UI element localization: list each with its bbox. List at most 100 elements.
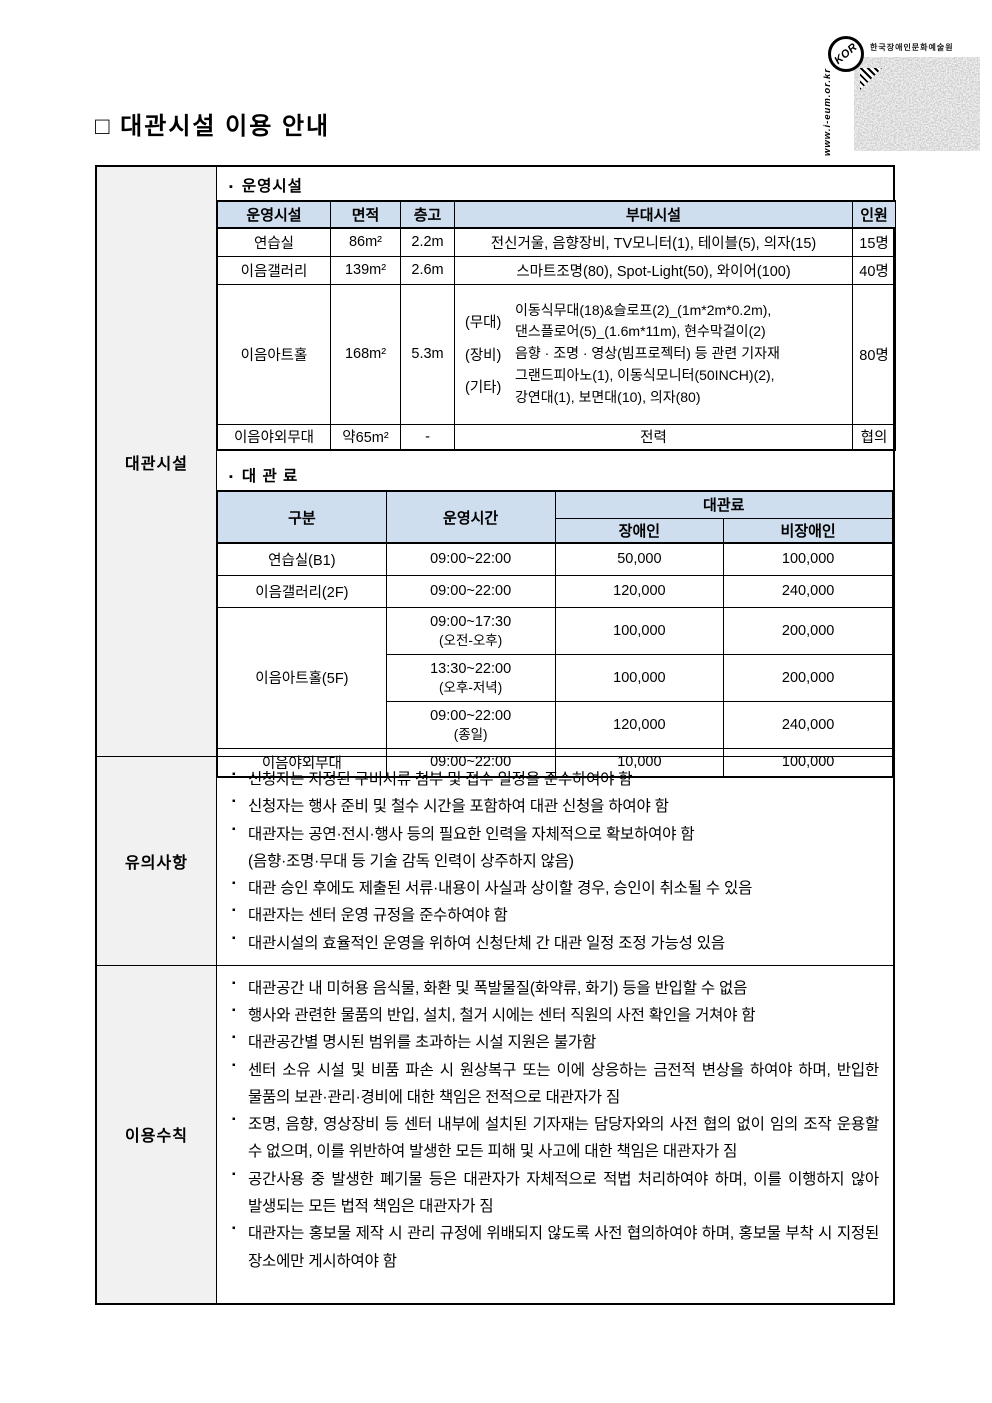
fee-row: 09:00~22:00 (종일) 120,000 240,000 xyxy=(218,700,893,749)
height-cell: - xyxy=(400,423,455,451)
amenity-group-text: 이동식무대(18)&슬로프(2)_(1m*2m*0.2m), 댄스플로어(5)_(… xyxy=(515,300,771,343)
col-header-time: 운영시간 xyxy=(385,490,556,544)
capacity-cell: 80명 xyxy=(852,283,896,425)
section-rules-content: ▪ 대관공간 내 미허용 음식물, 화환 및 폭발물질(화약류, 화기) 등을 반… xyxy=(217,966,893,1303)
height-cell: 2.6m xyxy=(400,255,455,285)
bullet-icon: ▪ xyxy=(232,1223,236,1235)
amenity-group-text: 그랜드피아노(1), 이동식모니터(50INCH)(2), 강연대(1), 보면대… xyxy=(515,365,775,408)
list-item: ▪ 대관시설의 효율적인 운영을 위하여 신청단체 간 대관 일정 조정 가능성 … xyxy=(231,930,879,957)
list-item-text: 센터 소유 시설 및 비품 파손 시 원상복구 또는 이에 상응하는 금전적 변… xyxy=(248,1061,879,1106)
fee-row: 이음갤러리(2F) 09:00~22:00 120,000 240,000 xyxy=(217,574,893,608)
list-item: ▪ 신청자는 지정된 구비서류 첨부 및 접수 일정을 준수하여야 함 xyxy=(231,766,879,793)
list-item: ▪ 대관공간 내 미허용 음식물, 화환 및 폭발물질(화약류, 화기) 등을 반… xyxy=(231,975,879,1002)
col-header-amenities: 부대시설 xyxy=(454,200,853,229)
fee-row: 이음야외무대 09:00~22:00 10,000 100,000 xyxy=(217,747,893,778)
amenity-group-text: 음향 · 조명 · 영상(빔프로젝터) 등 관련 기자재 xyxy=(515,343,780,365)
fee-time-cell: 09:00~17:30 (오전-오후) xyxy=(385,606,556,655)
bullet-icon: ▪ xyxy=(232,1114,236,1126)
col-header-height: 층고 xyxy=(400,200,455,229)
list-item-text: 대관공간별 명시된 범위를 초과하는 시설 지원은 불가함 xyxy=(248,1034,597,1052)
fee-general-cell: 240,000 xyxy=(723,700,893,749)
fee-category-cell: 이음야외무대 xyxy=(217,747,387,778)
amenities-cell: (무대) 이동식무대(18)&슬로프(2)_(1m*2m*0.2m), 댄스플로어(… xyxy=(454,283,853,425)
amenities-cell: 전신거울, 음향장비, TV모니터(1), 테이블(5), 의자(15) xyxy=(454,227,853,257)
time-main: 13:30~22:00 xyxy=(430,660,512,677)
fee-time-cell: 09:00~22:00 (종일) xyxy=(385,700,556,749)
section-facility-label: 대관시설 xyxy=(97,167,217,756)
bullet-icon: ▪ xyxy=(232,1168,236,1180)
fee-header-row-1: 구분 운영시간 대관료 xyxy=(217,490,893,544)
operating-header-row: 운영시설 면적 층고 부대시설 인원 xyxy=(217,200,896,229)
height-cell: 2.2m xyxy=(400,227,455,257)
col-header-disabled: 장애인 xyxy=(554,517,725,544)
bullet-icon: ▪ xyxy=(232,905,236,917)
operating-table: 운영시설 면적 층고 부대시설 인원 연습실 86m² 2.2m 전신거울, 음향장비… xyxy=(217,200,896,451)
list-item-text: 대관공간 내 미허용 음식물, 화환 및 폭발물질(화약류, 화기) 등을 반입… xyxy=(248,979,748,997)
list-item-text: 대관시설의 효율적인 운영을 위하여 신청단체 간 대관 일정 조정 가능성 있… xyxy=(248,934,725,952)
amenity-group-label: (장비) xyxy=(465,347,502,364)
list-item: ▪ 대관자는 공연·전시·행사 등의 필요한 인력을 자체적으로 확보하여야 함 (… xyxy=(231,821,879,876)
height-cell: 5.3m xyxy=(400,283,455,425)
amenities-cell: 전력 xyxy=(454,423,853,451)
list-item: ▪ 행사와 관련한 물품의 반입, 설치, 철거 시에는 센터 직원의 사전 확인… xyxy=(231,1002,879,1029)
operating-row: 이음갤러리 139m² 2.6m 스마트조명(80), Spot-Light(50),… xyxy=(217,255,896,285)
list-item-text: 신청자는 행사 준비 및 철수 시간을 포함하여 대관 신청을 하여야 함 xyxy=(248,798,669,816)
list-item-text: 대관자는 공연·전시·행사 등의 필요한 인력을 자체적으로 확보하여야 함 xyxy=(248,825,695,843)
fee-row: 연습실(B1) 09:00~22:00 50,000 100,000 xyxy=(217,542,893,576)
list-item: ▪ 공간사용 중 발생한 폐기물 등은 대관자가 자체적으로 적법 처리하여야 하… xyxy=(231,1166,879,1221)
fee-table-body: 연습실(B1) 09:00~22:00 50,000 100,000 이음갤러리(2F)… xyxy=(217,542,893,778)
bullet-icon: ▪ xyxy=(232,977,236,989)
list-item-text: 대관 승인 후에도 제출된 서류·내용이 사실과 상이할 경우, 승인이 취소될… xyxy=(248,880,753,898)
list-item-text: 조명, 음향, 영상장비 등 센터 내부에 설치된 기자재는 담당자와의 사전 … xyxy=(248,1116,879,1161)
operating-table-body: 연습실 86m² 2.2m 전신거울, 음향장비, TV모니터(1), 테이블(5),… xyxy=(217,227,896,451)
list-item: ▪ 신청자는 행사 준비 및 철수 시간을 포함하여 대관 신청을 하여야 함 xyxy=(231,793,879,820)
bullet-icon: ▪ xyxy=(232,823,236,835)
section-notes-content: ▪ 신청자는 지정된 구비서류 첨부 및 접수 일정을 준수하여야 함 ▪ 신청자는 … xyxy=(217,757,893,965)
section-notes: 유의사항 ▪ 신청자는 지정된 구비서류 첨부 및 접수 일정을 준수하여야 함 ▪… xyxy=(97,756,893,965)
section-notes-label: 유의사항 xyxy=(97,757,217,965)
list-item-text: 대관자는 센터 운영 규정을 준수하여야 함 xyxy=(248,907,508,925)
amenity-line: 강연대(1), 보면대(10), 의자(80) xyxy=(515,388,701,405)
fee-general-cell: 100,000 xyxy=(723,747,893,778)
operating-row: 이음아트홀 168m² 5.3m (무대) 이동식무대(18)&슬로프(2)_(1m*2… xyxy=(217,283,896,425)
area-cell: 139m² xyxy=(330,255,401,285)
fee-general-cell: 200,000 xyxy=(723,606,893,655)
list-item-text: 대관자는 홍보물 제작 시 관리 규정에 위배되지 않도록 사전 협의하여야 하… xyxy=(248,1225,879,1270)
org-logo: 한국장애인문화예술원 www.i-eum.or.kr KOR xyxy=(822,36,986,156)
amenity-group: (무대) 이동식무대(18)&슬로프(2)_(1m*2m*0.2m), 댄스플로어(… xyxy=(457,300,850,343)
fee-category-cell: 이음갤러리(2F) xyxy=(217,574,387,608)
col-header-nondisabled: 비장애인 xyxy=(723,517,893,544)
fee-disabled-cell: 100,000 xyxy=(554,653,725,702)
fee-general-cell: 240,000 xyxy=(723,574,893,608)
qr-code-image xyxy=(854,57,980,151)
fee-general-cell: 200,000 xyxy=(723,653,893,702)
list-item: ▪ 조명, 음향, 영상장비 등 센터 내부에 설치된 기자재는 담당자와의 사전… xyxy=(231,1111,879,1166)
section-rules: 이용수칙 ▪ 대관공간 내 미허용 음식물, 화환 및 폭발물질(화약류, 화기)… xyxy=(97,964,893,1303)
fee-disabled-cell: 120,000 xyxy=(554,700,725,749)
section-rules-label: 이용수칙 xyxy=(97,965,217,1303)
list-item: ▪ 대관 승인 후에도 제출된 서류·내용이 사실과 상이할 경우, 승인이 취소… xyxy=(231,875,879,902)
facility-name-cell: 이음아트홀 xyxy=(217,283,331,425)
list-item-text: 신청자는 지정된 구비서류 첨부 및 접수 일정을 준수하여야 함 xyxy=(248,771,633,788)
list-item: ▪ 대관자는 홍보물 제작 시 관리 규정에 위배되지 않도록 사전 협의하여야 … xyxy=(231,1220,879,1275)
col-header-fee-group: 대관료 xyxy=(554,490,893,519)
time-main: 09:00~22:00 xyxy=(430,707,512,724)
list-item-continuation: (음향·조명·무대 등 기술 감독 인력이 상주하지 않음) xyxy=(248,852,574,870)
area-cell: 약65m² xyxy=(330,423,401,451)
qr-noise xyxy=(854,57,980,151)
fee-disabled-cell: 120,000 xyxy=(554,574,725,608)
fee-category-cell: 이음아트홀(5F) xyxy=(217,606,387,749)
section-facility-content: 운영시설 운영시설 면적 층고 부대시설 인원 연습실86m²2.2m전신거울,… xyxy=(217,167,896,778)
amenity-group-label: (무대) xyxy=(465,314,502,331)
bullet-icon: ▪ xyxy=(232,932,236,944)
website-vertical-text: www.i-eum.or.kr xyxy=(822,67,833,156)
list-item-text: 행사와 관련한 물품의 반입, 설치, 철거 시에는 센터 직원의 사전 확인을… xyxy=(248,1007,756,1025)
fee-general-cell: 100,000 xyxy=(723,542,893,576)
col-header-category: 구분 xyxy=(217,490,387,544)
bullet-icon: ▪ xyxy=(232,796,236,808)
col-header-facility: 운영시설 xyxy=(217,200,331,229)
facility-name-cell: 이음야외무대 xyxy=(217,423,331,451)
